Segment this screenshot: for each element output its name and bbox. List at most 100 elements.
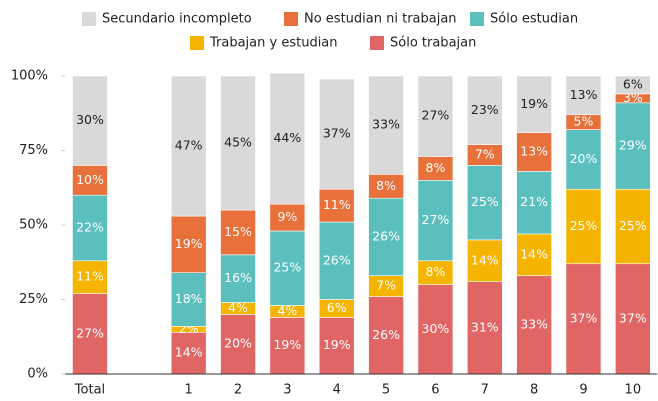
- data-label: 26%: [323, 252, 351, 267]
- x-tick-label: 3: [283, 383, 291, 398]
- x-tick-label: 1: [185, 383, 193, 398]
- bar-segment: [269, 72, 306, 205]
- data-label: 44%: [273, 130, 301, 145]
- data-label: 20%: [224, 336, 252, 351]
- data-label: 14%: [520, 246, 548, 261]
- legend-swatch: [190, 36, 204, 50]
- bar-segment: [220, 75, 256, 211]
- bar-segment: [565, 75, 602, 116]
- data-label: 29%: [619, 138, 647, 153]
- legend-swatch: [470, 12, 484, 26]
- data-label: 37%: [570, 310, 598, 325]
- bar-segment: [417, 75, 454, 157]
- bar-segment: [368, 197, 404, 276]
- legend-label: Trabajan y estudian: [209, 36, 338, 51]
- bar-segment: [269, 230, 306, 306]
- data-label: 20%: [570, 151, 598, 166]
- data-label: 5%: [574, 114, 594, 129]
- bar-segment: [220, 254, 256, 303]
- data-label: 19%: [520, 96, 548, 111]
- x-tick-label: 9: [579, 383, 587, 398]
- legend-label: Secundario incompleto: [102, 12, 252, 27]
- data-label: 11%: [76, 269, 104, 284]
- data-label: 23%: [471, 102, 499, 117]
- data-label: 4%: [228, 300, 248, 315]
- data-label: 45%: [224, 135, 252, 150]
- data-label: 6%: [623, 76, 643, 91]
- data-label: 27%: [422, 212, 450, 227]
- data-label: 18%: [175, 291, 203, 306]
- bar-segment: [466, 281, 503, 375]
- x-tick-label: 8: [530, 383, 538, 398]
- data-label: 4%: [277, 303, 297, 318]
- bar-segment: [170, 75, 207, 217]
- legend-swatch: [284, 12, 298, 26]
- data-label: 8%: [376, 178, 396, 193]
- data-label: 37%: [619, 310, 647, 325]
- legend-label: Sólo trabajan: [390, 36, 476, 51]
- bar-segment: [170, 272, 207, 327]
- legend-label: Sólo estudian: [490, 12, 578, 27]
- y-tick-label: 75%: [19, 143, 48, 158]
- bar-segment: [220, 314, 256, 375]
- bar-segment: [368, 296, 404, 375]
- x-tick-label: 10: [625, 383, 642, 398]
- x-tick-label: 4: [333, 383, 341, 398]
- bar-segment: [565, 188, 602, 265]
- data-label: 14%: [471, 252, 499, 267]
- bar-segment: [220, 209, 256, 256]
- x-tick-label: Total: [74, 383, 105, 398]
- y-tick-label: 50%: [19, 218, 48, 233]
- bar-segment: [269, 203, 306, 232]
- data-label: 19%: [273, 337, 301, 352]
- data-label: 15%: [224, 224, 252, 239]
- y-tick-label: 0%: [27, 367, 48, 382]
- data-label: 22%: [76, 219, 104, 234]
- bar-segment: [516, 75, 552, 133]
- y-tick-label: 25%: [19, 292, 48, 307]
- bar-segment: [318, 78, 355, 190]
- bar-segment: [318, 317, 355, 375]
- bar-segment: [269, 317, 306, 375]
- data-label: 11%: [323, 197, 351, 212]
- data-label: 13%: [570, 87, 598, 102]
- bar-segment: [466, 165, 503, 241]
- bar-segment: [72, 75, 108, 166]
- y-tick-label: 100%: [11, 69, 48, 84]
- bar-segment: [368, 75, 404, 175]
- data-label: 26%: [372, 327, 400, 342]
- bar-segment: [72, 293, 108, 375]
- data-label: 10%: [76, 172, 104, 187]
- bar-segment: [466, 75, 503, 145]
- bar-segment: [318, 188, 355, 223]
- data-label: 25%: [570, 218, 598, 233]
- legend-label: No estudian ni trabajan: [304, 12, 457, 27]
- data-label: 30%: [76, 112, 104, 127]
- data-label: 19%: [175, 236, 203, 251]
- bar-segment: [72, 260, 108, 294]
- bar-segment: [565, 129, 602, 190]
- data-label: 25%: [471, 194, 499, 209]
- bar-segment: [466, 239, 503, 282]
- x-tick-label: 7: [481, 383, 489, 398]
- data-label: 8%: [426, 264, 446, 279]
- bar-segment: [615, 188, 651, 265]
- bar-segment: [565, 263, 602, 375]
- data-label: 14%: [175, 345, 203, 360]
- bar-segment: [318, 221, 355, 300]
- data-label: 13%: [520, 143, 548, 158]
- data-label: 9%: [277, 209, 297, 224]
- x-tick-label: 5: [382, 383, 390, 398]
- bar-segment: [516, 275, 552, 375]
- data-label: 47%: [175, 138, 203, 153]
- bar-segment: [516, 171, 552, 235]
- data-label: 8%: [426, 160, 446, 175]
- x-tick-label: 6: [431, 383, 439, 398]
- data-label: 25%: [273, 260, 301, 275]
- data-label: 16%: [224, 270, 252, 285]
- data-label: 26%: [372, 228, 400, 243]
- bar-segment: [615, 75, 651, 95]
- data-label: 25%: [619, 218, 647, 233]
- bar-segment: [615, 102, 651, 190]
